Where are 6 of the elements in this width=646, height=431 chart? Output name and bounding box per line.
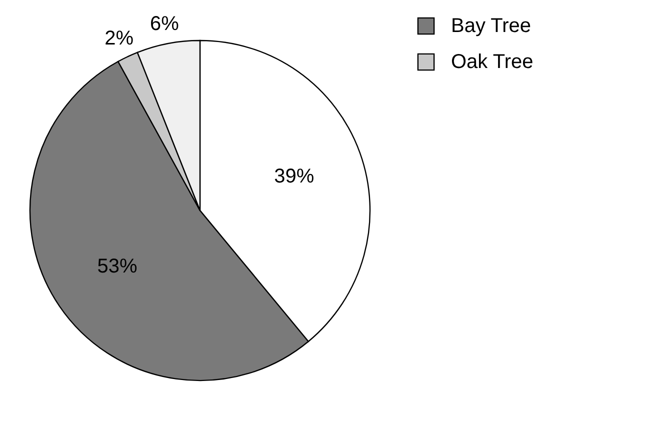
legend-label: Oak Tree: [451, 51, 534, 73]
data-label: 2%: [104, 28, 134, 50]
data-label: 39%: [274, 166, 314, 188]
legend-label: Bay Tree: [451, 15, 532, 37]
data-label: 6%: [150, 12, 180, 35]
data-label: 53%: [97, 256, 138, 278]
